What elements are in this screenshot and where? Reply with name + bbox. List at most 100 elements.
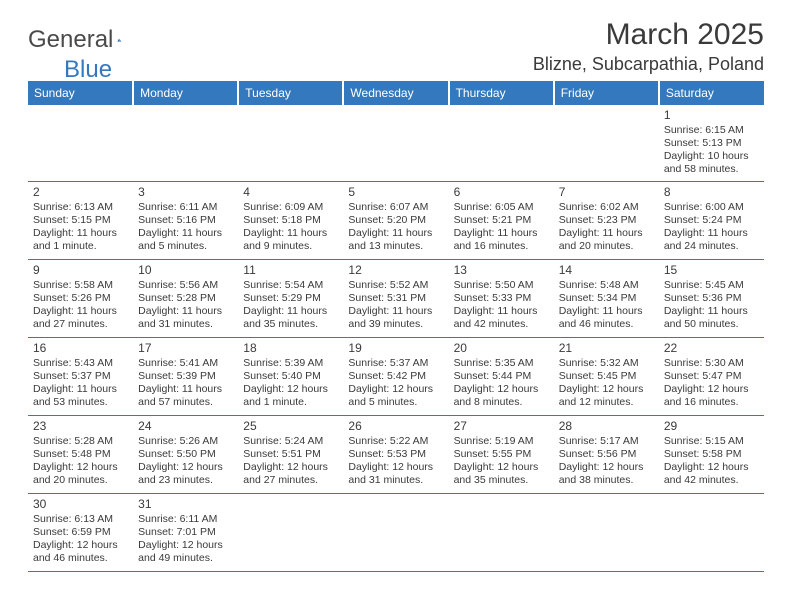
sunset-text: Sunset: 5:28 PM	[138, 292, 233, 305]
calendar-cell: 19Sunrise: 5:37 AMSunset: 5:42 PMDayligh…	[343, 337, 448, 415]
calendar-row: 30Sunrise: 6:13 AMSunset: 6:59 PMDayligh…	[28, 493, 764, 571]
calendar-cell: 27Sunrise: 5:19 AMSunset: 5:55 PMDayligh…	[449, 415, 554, 493]
day-number: 23	[33, 419, 128, 434]
calendar-cell	[343, 105, 448, 181]
sunset-text: Sunset: 5:26 PM	[33, 292, 128, 305]
daylight-text: Daylight: 12 hours	[454, 383, 549, 396]
sunrise-text: Sunrise: 6:07 AM	[348, 201, 443, 214]
daylight-text: and 16 minutes.	[454, 240, 549, 253]
calendar-cell: 4Sunrise: 6:09 AMSunset: 5:18 PMDaylight…	[238, 181, 343, 259]
brand-name-1: General	[28, 26, 113, 54]
weekday-header-row: Sunday Monday Tuesday Wednesday Thursday…	[28, 81, 764, 105]
title-block: March 2025 Blizne, Subcarpathia, Poland	[533, 18, 764, 75]
calendar-cell: 31Sunrise: 6:11 AMSunset: 7:01 PMDayligh…	[133, 493, 238, 571]
daylight-text: Daylight: 11 hours	[33, 227, 128, 240]
day-number: 4	[243, 185, 338, 200]
brand-name-2-wrap: Blue	[64, 56, 112, 84]
calendar-cell: 12Sunrise: 5:52 AMSunset: 5:31 PMDayligh…	[343, 259, 448, 337]
sunrise-text: Sunrise: 6:13 AM	[33, 201, 128, 214]
calendar-cell: 18Sunrise: 5:39 AMSunset: 5:40 PMDayligh…	[238, 337, 343, 415]
sunset-text: Sunset: 5:24 PM	[664, 214, 759, 227]
calendar-row: 16Sunrise: 5:43 AMSunset: 5:37 PMDayligh…	[28, 337, 764, 415]
weekday-header: Tuesday	[238, 81, 343, 105]
day-number: 21	[559, 341, 654, 356]
calendar-cell: 22Sunrise: 5:30 AMSunset: 5:47 PMDayligh…	[659, 337, 764, 415]
day-number: 22	[664, 341, 759, 356]
weekday-header: Sunday	[28, 81, 133, 105]
day-number: 2	[33, 185, 128, 200]
sunrise-text: Sunrise: 5:17 AM	[559, 435, 654, 448]
sunset-text: Sunset: 5:20 PM	[348, 214, 443, 227]
day-number: 16	[33, 341, 128, 356]
daylight-text: and 1 minute.	[243, 396, 338, 409]
daylight-text: Daylight: 12 hours	[33, 539, 128, 552]
sunset-text: Sunset: 5:58 PM	[664, 448, 759, 461]
sunset-text: Sunset: 5:34 PM	[559, 292, 654, 305]
day-number: 9	[33, 263, 128, 278]
sunset-text: Sunset: 5:53 PM	[348, 448, 443, 461]
sunrise-text: Sunrise: 5:37 AM	[348, 357, 443, 370]
calendar-cell	[343, 493, 448, 571]
day-number: 26	[348, 419, 443, 434]
daylight-text: and 46 minutes.	[559, 318, 654, 331]
daylight-text: Daylight: 12 hours	[348, 461, 443, 474]
daylight-text: and 50 minutes.	[664, 318, 759, 331]
daylight-text: and 24 minutes.	[664, 240, 759, 253]
calendar-cell: 6Sunrise: 6:05 AMSunset: 5:21 PMDaylight…	[449, 181, 554, 259]
sunrise-text: Sunrise: 5:45 AM	[664, 279, 759, 292]
sunset-text: Sunset: 5:51 PM	[243, 448, 338, 461]
sunrise-text: Sunrise: 6:13 AM	[33, 513, 128, 526]
calendar-cell	[449, 105, 554, 181]
sunrise-text: Sunrise: 5:28 AM	[33, 435, 128, 448]
calendar-cell: 28Sunrise: 5:17 AMSunset: 5:56 PMDayligh…	[554, 415, 659, 493]
daylight-text: and 42 minutes.	[454, 318, 549, 331]
calendar-cell: 15Sunrise: 5:45 AMSunset: 5:36 PMDayligh…	[659, 259, 764, 337]
sunrise-text: Sunrise: 5:39 AM	[243, 357, 338, 370]
calendar-cell: 20Sunrise: 5:35 AMSunset: 5:44 PMDayligh…	[449, 337, 554, 415]
sunrise-text: Sunrise: 5:52 AM	[348, 279, 443, 292]
location: Blizne, Subcarpathia, Poland	[533, 54, 764, 75]
sunset-text: Sunset: 5:31 PM	[348, 292, 443, 305]
daylight-text: and 27 minutes.	[33, 318, 128, 331]
daylight-text: Daylight: 12 hours	[664, 383, 759, 396]
daylight-text: Daylight: 11 hours	[138, 383, 233, 396]
day-number: 5	[348, 185, 443, 200]
sunset-text: Sunset: 5:40 PM	[243, 370, 338, 383]
daylight-text: Daylight: 11 hours	[664, 305, 759, 318]
calendar-cell: 26Sunrise: 5:22 AMSunset: 5:53 PMDayligh…	[343, 415, 448, 493]
sunset-text: Sunset: 5:45 PM	[559, 370, 654, 383]
calendar-cell	[554, 493, 659, 571]
daylight-text: Daylight: 12 hours	[138, 539, 233, 552]
day-number: 10	[138, 263, 233, 278]
daylight-text: and 5 minutes.	[138, 240, 233, 253]
brand-logo: General	[28, 26, 145, 54]
sunrise-text: Sunrise: 6:11 AM	[138, 513, 233, 526]
calendar-cell: 13Sunrise: 5:50 AMSunset: 5:33 PMDayligh…	[449, 259, 554, 337]
daylight-text: Daylight: 11 hours	[559, 227, 654, 240]
weekday-header: Wednesday	[343, 81, 448, 105]
daylight-text: and 46 minutes.	[33, 552, 128, 565]
calendar-cell: 30Sunrise: 6:13 AMSunset: 6:59 PMDayligh…	[28, 493, 133, 571]
sunrise-text: Sunrise: 5:22 AM	[348, 435, 443, 448]
daylight-text: Daylight: 12 hours	[243, 461, 338, 474]
day-number: 30	[33, 497, 128, 512]
daylight-text: and 1 minute.	[33, 240, 128, 253]
header: General March 2025 Blizne, Subcarpathia,…	[28, 18, 764, 75]
calendar-cell: 23Sunrise: 5:28 AMSunset: 5:48 PMDayligh…	[28, 415, 133, 493]
sunrise-text: Sunrise: 5:19 AM	[454, 435, 549, 448]
calendar-cell: 1Sunrise: 6:15 AMSunset: 5:13 PMDaylight…	[659, 105, 764, 181]
sunrise-text: Sunrise: 5:30 AM	[664, 357, 759, 370]
sunset-text: Sunset: 5:13 PM	[664, 137, 759, 150]
calendar-cell: 16Sunrise: 5:43 AMSunset: 5:37 PMDayligh…	[28, 337, 133, 415]
day-number: 15	[664, 263, 759, 278]
sunrise-text: Sunrise: 5:43 AM	[33, 357, 128, 370]
daylight-text: Daylight: 11 hours	[664, 227, 759, 240]
daylight-text: and 42 minutes.	[664, 474, 759, 487]
sunrise-text: Sunrise: 6:09 AM	[243, 201, 338, 214]
day-number: 12	[348, 263, 443, 278]
calendar-cell	[449, 493, 554, 571]
sail-icon	[117, 29, 122, 51]
calendar-cell	[554, 105, 659, 181]
day-number: 14	[559, 263, 654, 278]
day-number: 6	[454, 185, 549, 200]
